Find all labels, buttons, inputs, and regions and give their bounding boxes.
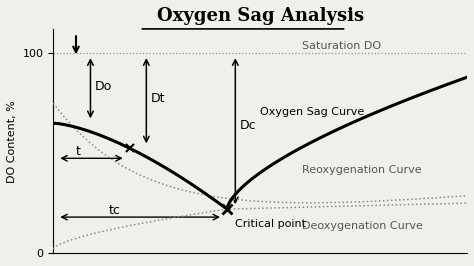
Text: Reoxygenation Curve: Reoxygenation Curve <box>301 165 421 175</box>
Text: Oxygen Sag Curve: Oxygen Sag Curve <box>260 107 365 117</box>
Text: Saturation DO: Saturation DO <box>301 41 381 51</box>
Text: Do: Do <box>95 80 112 93</box>
Text: Dc: Dc <box>239 119 256 132</box>
Text: tc: tc <box>109 204 121 217</box>
Text: Deoxygenation Curve: Deoxygenation Curve <box>301 221 422 231</box>
Text: t: t <box>76 145 81 158</box>
Text: Dt: Dt <box>150 92 165 105</box>
Title: Oxygen Sag Analysis: Oxygen Sag Analysis <box>156 7 364 25</box>
Y-axis label: DO Content, %: DO Content, % <box>7 100 17 182</box>
Text: Critical point: Critical point <box>235 219 306 229</box>
